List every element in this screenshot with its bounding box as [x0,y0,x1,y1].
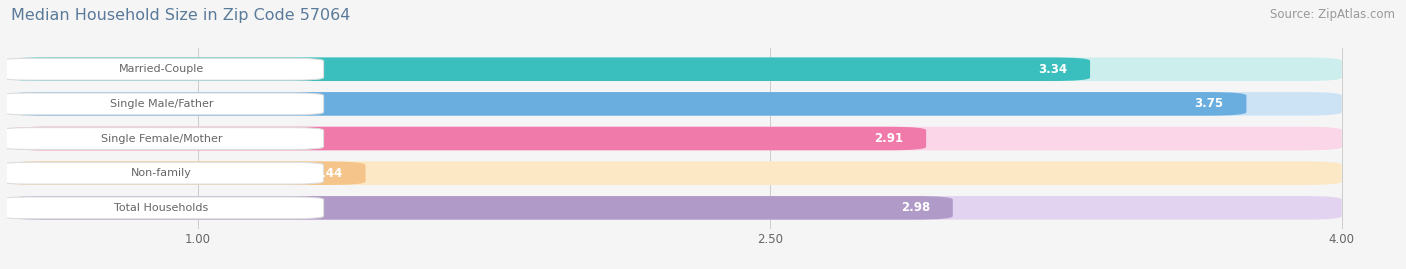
Text: Married-Couple: Married-Couple [120,64,204,74]
Text: Total Households: Total Households [114,203,208,213]
FancyBboxPatch shape [7,92,1341,116]
FancyBboxPatch shape [0,58,323,80]
Text: Non-family: Non-family [131,168,191,178]
FancyBboxPatch shape [7,161,1341,185]
FancyBboxPatch shape [7,127,927,150]
Text: Single Female/Mother: Single Female/Mother [101,133,222,144]
FancyBboxPatch shape [7,57,1090,81]
FancyBboxPatch shape [0,128,323,150]
Text: 2.91: 2.91 [875,132,903,145]
Text: 3.34: 3.34 [1038,63,1067,76]
Text: Single Male/Father: Single Male/Father [110,99,214,109]
FancyBboxPatch shape [7,196,1341,220]
FancyBboxPatch shape [7,92,1247,116]
Text: Median Household Size in Zip Code 57064: Median Household Size in Zip Code 57064 [11,8,350,23]
FancyBboxPatch shape [0,197,323,219]
FancyBboxPatch shape [0,162,323,184]
FancyBboxPatch shape [7,196,953,220]
FancyBboxPatch shape [0,93,323,115]
FancyBboxPatch shape [7,127,1341,150]
Text: Source: ZipAtlas.com: Source: ZipAtlas.com [1270,8,1395,21]
Text: 1.44: 1.44 [314,167,343,180]
Text: 3.75: 3.75 [1195,97,1223,110]
FancyBboxPatch shape [7,161,366,185]
FancyBboxPatch shape [7,57,1341,81]
Text: 2.98: 2.98 [901,201,929,214]
